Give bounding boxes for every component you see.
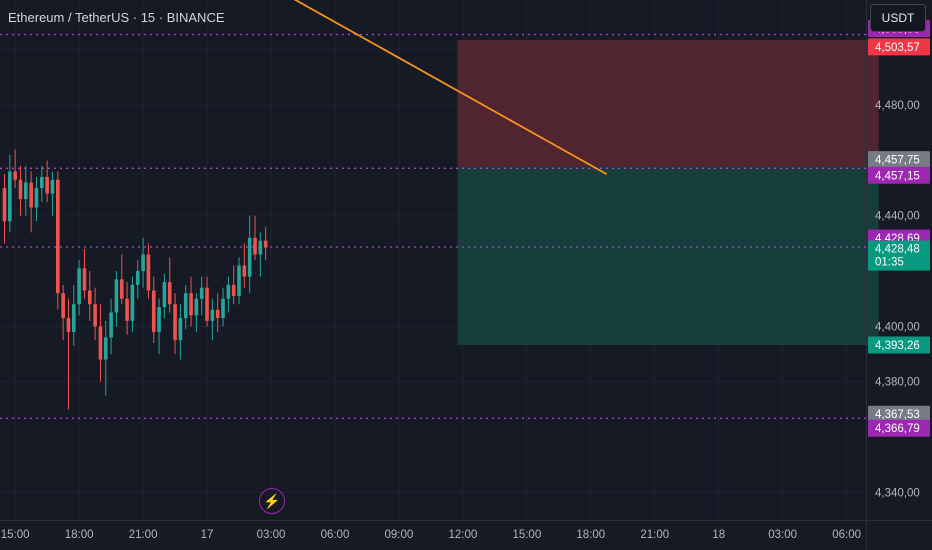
candle-body [82, 268, 87, 291]
price-tag-bg [868, 336, 930, 354]
candle-body [151, 290, 156, 332]
candle-body [178, 318, 183, 341]
candle-body [40, 177, 44, 189]
take-profit-zone [457, 166, 879, 346]
candle-body [66, 318, 71, 332]
x-tick-label: 18:00 [576, 529, 605, 541]
candle-body [141, 254, 145, 272]
candle-body [77, 268, 81, 305]
candle-body [24, 182, 28, 200]
candle-body [258, 240, 263, 255]
candle-body [29, 182, 33, 208]
price-tag: 4,393,26 [875, 340, 920, 352]
candle-body [247, 237, 252, 277]
x-tick-label: 06:00 [321, 529, 350, 541]
currency-button[interactable]: USDT [870, 4, 926, 32]
candle-body [237, 265, 241, 296]
candle-body [50, 179, 55, 194]
price-tag: 4,366,79 [875, 423, 920, 435]
x-tick-label: 21:00 [640, 529, 669, 541]
candle-body [125, 298, 129, 321]
candle-body [183, 293, 188, 319]
price-tag-bg [868, 419, 930, 437]
price-tag: 4,367,53 [875, 409, 920, 421]
price-tag-bg [868, 151, 930, 169]
candle-body [130, 284, 135, 321]
candle-body [253, 237, 257, 255]
x-tick-label: 03:00 [257, 529, 286, 541]
x-tick-label: 18 [712, 529, 725, 541]
candle-body [146, 254, 151, 291]
x-tick-label: 18:00 [65, 529, 94, 541]
y-tick-label: 4,380,00 [875, 377, 920, 389]
current-price-label: 4,428,48 [875, 244, 920, 256]
candle-body [45, 177, 49, 194]
x-tick-label: 09:00 [385, 529, 414, 541]
candle-body [119, 279, 124, 299]
candle-body [13, 171, 17, 180]
candle-body [135, 271, 140, 285]
price-tag-bg [868, 405, 930, 423]
candle-body [98, 326, 103, 360]
candle-body [56, 179, 60, 294]
price-tag: 4,457,15 [875, 170, 920, 182]
trend-line [293, 0, 608, 176]
candle-body [194, 298, 199, 316]
x-tick-label: 12:00 [448, 529, 477, 541]
candle-body [93, 304, 97, 327]
candle-body [210, 309, 215, 321]
x-tick-label: 06:00 [832, 529, 861, 541]
x-tick-label: 15:00 [512, 529, 541, 541]
candle-body [157, 307, 161, 332]
candle-body [34, 188, 39, 208]
candle-body [205, 287, 209, 321]
candle-body [8, 171, 12, 222]
candle-body [87, 290, 92, 305]
candle-body [221, 298, 225, 319]
candle-body [109, 312, 113, 338]
x-tick-label: 21:00 [129, 529, 158, 541]
candle-body [61, 293, 65, 319]
price-tag: 4,503,57 [875, 42, 920, 54]
x-tick-label: 03:00 [768, 529, 797, 541]
y-tick-label: 4,480,00 [875, 100, 920, 112]
candle-countdown: 01:35 [875, 257, 904, 269]
candle-body [215, 309, 220, 319]
y-tick-label: 4,440,00 [875, 211, 920, 223]
candle-body [189, 293, 193, 316]
candle-body [162, 282, 167, 308]
price-tag-bg [868, 166, 930, 184]
current-price-tag-bg [868, 240, 930, 269]
x-tick-label: 17 [201, 529, 214, 541]
candle-body [173, 304, 177, 341]
price-tag: 4,457,75 [875, 155, 920, 167]
y-tick-label: 4,400,00 [875, 321, 920, 333]
candle-body [263, 240, 268, 248]
price-tag-bg [868, 38, 930, 56]
stop-loss-zone [457, 39, 879, 167]
y-tick-label: 4,340,00 [875, 487, 920, 499]
candle-body [114, 279, 119, 313]
symbol-title[interactable]: Ethereum / TetherUS · 15 · BINANCE [8, 10, 225, 25]
lightning-alert-icon[interactable]: ⚡ [259, 488, 285, 514]
candle-body [103, 337, 108, 360]
candle-body [2, 188, 7, 222]
x-tick-label: 15:00 [1, 529, 30, 541]
candle-body [231, 284, 236, 296]
candle-body [18, 179, 23, 200]
candle-body [226, 284, 231, 299]
candle-body [71, 304, 76, 332]
candle-body [167, 282, 172, 305]
candle-body [199, 287, 204, 299]
candle-body [242, 265, 247, 277]
